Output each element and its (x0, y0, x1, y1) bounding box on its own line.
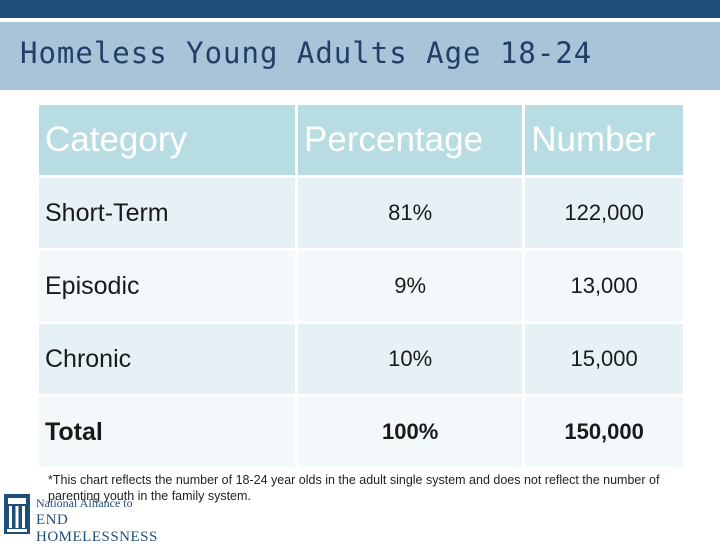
header-percentage: Percentage (298, 105, 523, 175)
row-percentage: 9% (298, 251, 523, 321)
data-table: Category Percentage Number Short-Term 81… (36, 102, 686, 470)
header-category: Category (39, 105, 296, 175)
total-category: Total (39, 397, 296, 467)
row-number: 13,000 (525, 251, 683, 321)
slide-title: Homeless Young Adults Age 18-24 (20, 36, 593, 70)
table-header-row: Category Percentage Number (39, 105, 683, 175)
capitol-icon (4, 494, 30, 534)
title-band (0, 22, 720, 90)
row-category: Short-Term (39, 178, 296, 248)
logo-line2: END HOMELESSNESS (36, 512, 158, 545)
total-percentage: 100% (298, 397, 523, 467)
header-number: Number (525, 105, 683, 175)
row-number: 122,000 (525, 178, 683, 248)
row-category: Chronic (39, 324, 296, 394)
row-category: Episodic (39, 251, 296, 321)
row-percentage: 81% (298, 178, 523, 248)
table-total-row: Total 100% 150,000 (39, 397, 683, 467)
table-row: Short-Term 81% 122,000 (39, 178, 683, 248)
footnote: *This chart reflects the number of 18-24… (48, 473, 660, 503)
row-number: 15,000 (525, 324, 683, 394)
organization-logo: National Alliance to END HOMELESSNESS (4, 492, 184, 545)
logo-line1: National Alliance to (36, 496, 133, 510)
row-percentage: 10% (298, 324, 523, 394)
table-row: Episodic 9% 13,000 (39, 251, 683, 321)
top-stripe-gap (0, 18, 720, 22)
total-number: 150,000 (525, 397, 683, 467)
table-row: Chronic 10% 15,000 (39, 324, 683, 394)
top-stripe (0, 0, 720, 18)
